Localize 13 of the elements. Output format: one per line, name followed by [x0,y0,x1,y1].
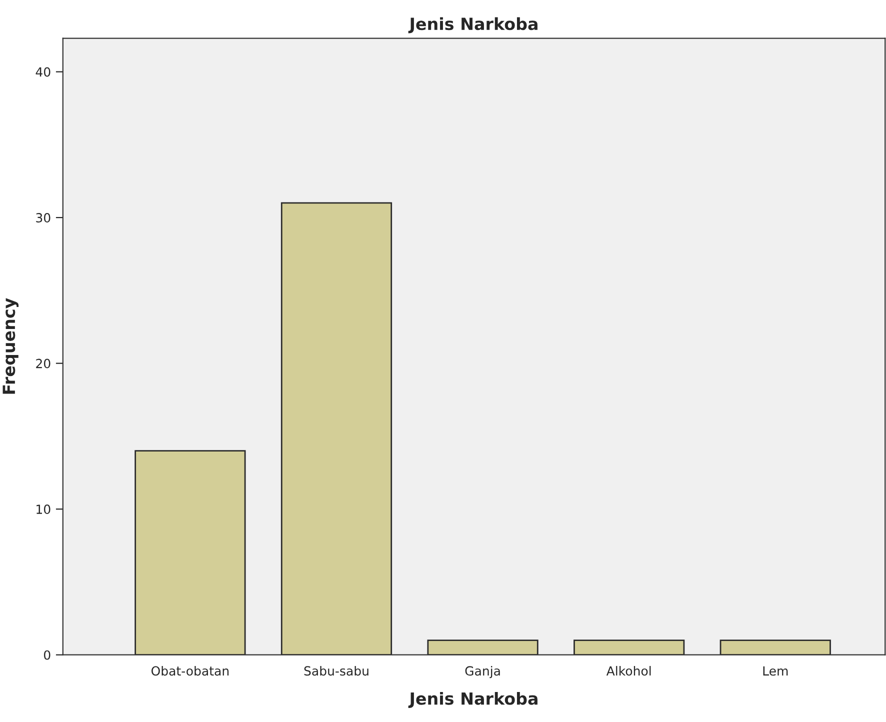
x-tick-label: Ganja [465,666,500,678]
y-tick-label: 30 [36,213,50,222]
y-tick-label: 20 [36,358,50,368]
y-axis-title: Frequency [2,298,19,394]
y-tick-label: 10 [36,504,50,514]
x-tick-label: Obat-obatan [151,666,229,676]
y-tick-label: 0 [44,650,50,660]
chart-title: Jenis Narkoba [408,17,538,34]
x-axis-title: Jenis Narkoba [408,692,538,708]
y-tick-label: 40 [36,67,50,77]
x-tick-label: Sabu-sabu [304,666,368,676]
x-tick-label: Alkohol [606,666,651,676]
x-tick-label: Lem [763,666,788,676]
